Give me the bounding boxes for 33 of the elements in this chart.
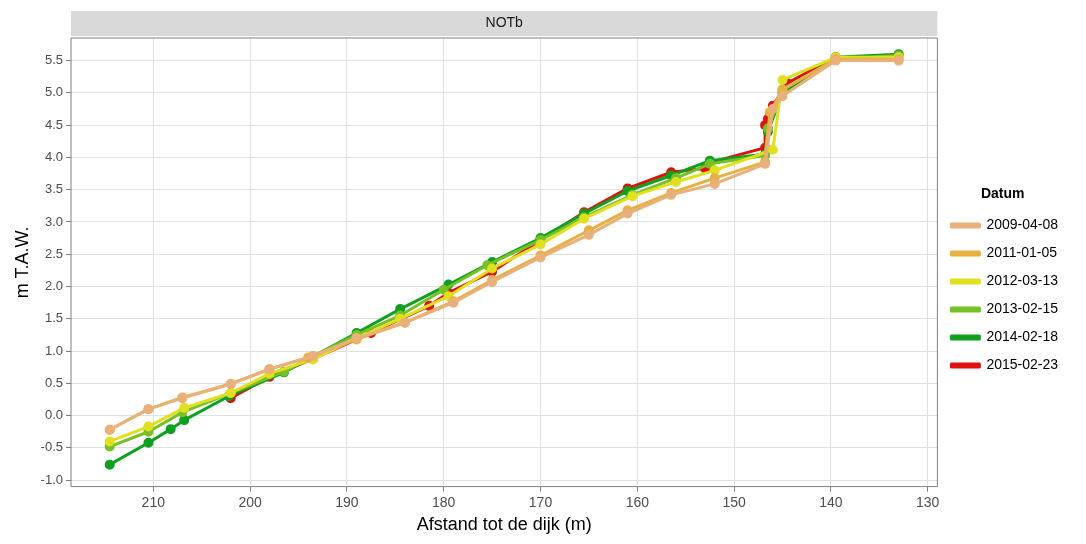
x-tick-label: 170 — [528, 493, 553, 510]
x-tick-label: 180 — [432, 493, 456, 510]
y-tick-label: -1.0 — [40, 471, 63, 487]
x-tick-label: 200 — [238, 493, 262, 510]
y-tick-label: 5.5 — [44, 52, 63, 68]
legend-label: 2014-02-18 — [986, 328, 1059, 345]
legend-title: Datum — [980, 185, 1025, 202]
chart-title: NOTb — [485, 14, 524, 31]
legend-label: 2009-04-08 — [986, 216, 1059, 233]
y-tick-label: 3.0 — [44, 213, 63, 229]
y-tick-label: 0.5 — [44, 374, 63, 390]
y-tick-label: 1.0 — [44, 342, 63, 358]
x-tick-label: 150 — [722, 493, 746, 510]
y-tick-label: 5.0 — [44, 84, 63, 100]
legend-label: 2013-02-15 — [986, 300, 1059, 317]
x-axis-title: Afstand tot de dijk (m) — [416, 514, 592, 535]
y-tick-label: 4.0 — [44, 148, 63, 164]
y-tick-label: 0.0 — [44, 407, 63, 423]
x-tick-label: 130 — [916, 493, 940, 510]
y-axis-title: m T.A.W. — [11, 226, 32, 299]
y-tick-label: 3.5 — [44, 181, 63, 197]
y-tick-label: 1.5 — [44, 310, 63, 326]
y-tick-label: 4.5 — [44, 116, 63, 132]
x-tick-label: 140 — [819, 493, 843, 510]
y-tick-label: 2.0 — [44, 278, 63, 294]
legend-label: 2012-03-13 — [986, 272, 1059, 289]
y-tick-label: 2.5 — [44, 245, 63, 261]
legend-label: 2011-01-05 — [986, 244, 1058, 261]
x-tick-label: 160 — [625, 493, 650, 510]
x-tick-label: 190 — [335, 493, 359, 510]
legend-label: 2015-02-23 — [986, 356, 1059, 373]
y-tick-label: -0.5 — [40, 439, 63, 455]
x-tick-label: 210 — [141, 493, 166, 510]
